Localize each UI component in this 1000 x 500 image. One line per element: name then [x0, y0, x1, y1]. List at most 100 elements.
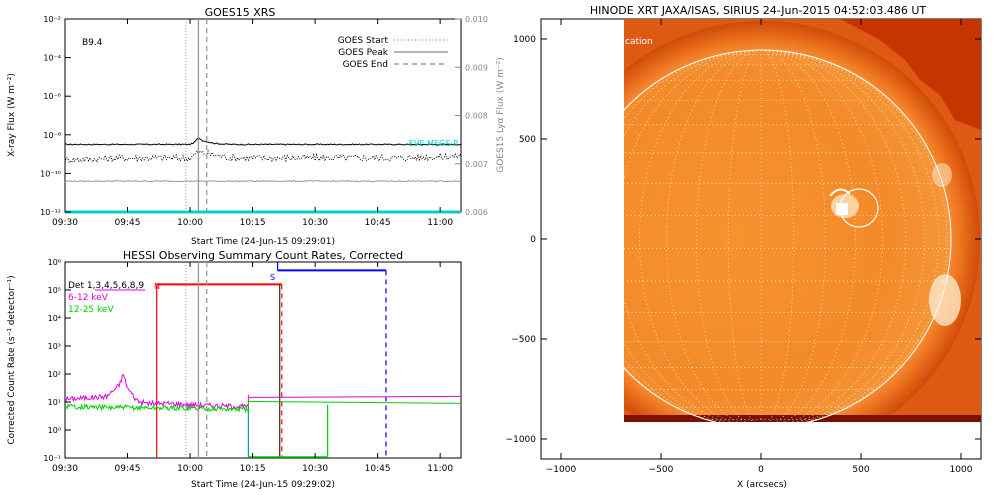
sun-y-tick-label: −1000 — [506, 435, 537, 445]
goes-y-ticks: 10⁻¹² 10⁻¹⁰ 10⁻⁸ 10⁻⁶ 10⁻⁴ 10⁻² — [40, 15, 71, 217]
hessi-legend-det: Det 1,3,4,5,6,8,9 — [68, 281, 144, 291]
hessi-x-axis-label: Start Time (24-Jun-15 09:29:02) — [191, 480, 335, 490]
goes-y2-axis-label: GOES15 Lyα Flux (W m⁻²) — [496, 57, 506, 173]
hessi-intervals — [95, 262, 387, 458]
goes-xrs-panel: GOES15 XRS 09:30 09:45 10:00 10:15 10:30 10:4… — [7, 6, 506, 247]
sun-limb — [624, 49, 952, 422]
hessi-y-tick-label: 10¹ — [48, 398, 61, 407]
sun-longitude-line — [760, 50, 856, 422]
goes-x-tick-label: 09:30 — [52, 218, 78, 228]
hessi-x-tick-label: 11:00 — [427, 464, 453, 474]
goes-flare-class: B9.4 — [82, 38, 103, 48]
goes-series — [64, 136, 462, 214]
goes-y-tick-label: 10⁻⁴ — [43, 54, 61, 63]
hessi-y-axis-label: Corrected Count Rate (s⁻¹ detector⁻¹) — [7, 275, 17, 444]
hessi-y-tick-label: 10⁴ — [48, 314, 61, 323]
sun-x-tick-label: 0 — [758, 465, 764, 475]
sun-longitude-line — [760, 50, 795, 422]
goes-y-tick-label: 10⁻¹² — [40, 208, 61, 217]
hessi-saa-marker: S — [270, 273, 275, 282]
sun-limb-brightening — [929, 274, 961, 326]
goes-legend-peak: GOES Peak — [338, 48, 388, 58]
goes-x-ticks: 09:30 09:45 10:00 10:15 10:30 10:45 11:00 — [52, 19, 453, 228]
hessi-panel: HESSI Observing Summary Count Rates, Cor… — [7, 249, 462, 490]
hessi-event-lines — [185, 262, 208, 458]
goes-series-line — [64, 179, 462, 183]
goes-y2-tick-label: 0.007 — [465, 160, 488, 169]
hessi-y-tick-label: 10⁵ — [48, 286, 61, 295]
hessi-y-tick-label: 10³ — [48, 342, 61, 351]
sun-bottom-band — [624, 415, 981, 422]
goes-x-tick-label: 10:45 — [365, 218, 391, 228]
sun-x-tick-label: 1000 — [950, 465, 973, 475]
sun-x-ticks: −1000 −500 0 500 1000 — [546, 19, 973, 475]
goes-legend-start: GOES Start — [338, 36, 389, 46]
goes-x-tick-label: 11:00 — [427, 218, 453, 228]
goes-x-axis-label: Start Time (24-Jun-15 09:29:01) — [191, 237, 335, 247]
sun-longitude-line — [666, 50, 762, 422]
sun-y-tick-label: 500 — [519, 135, 536, 145]
hessi-series-line — [64, 374, 249, 410]
hessi-legend: Det 1,3,4,5,6,8,9 6-12 keV 12-25 keV — [68, 281, 144, 315]
goes-y-tick-label: 10⁻² — [43, 15, 61, 24]
sun-corner-text: cation — [625, 37, 653, 47]
goes-x-tick-label: 09:45 — [115, 218, 141, 228]
goes-y2-tick-label: 0.010 — [465, 15, 488, 24]
sun-y-tick-label: 1000 — [513, 35, 536, 45]
goes-y2-ticks: 0.006 0.007 0.008 0.009 0.010 — [455, 15, 488, 217]
goes-x-tick-label: 10:00 — [177, 218, 203, 228]
sun-x-tick-label: −1000 — [546, 465, 577, 475]
goes-y-axis-label: X-ray Flux (W m⁻²) — [7, 73, 17, 157]
goes-annotation-eve: EVE MEGS-P — [409, 139, 458, 148]
goes-y-tick-label: 10⁻⁶ — [43, 92, 61, 101]
hessi-x-tick-label: 10:45 — [365, 464, 391, 474]
hessi-series-line — [247, 400, 462, 407]
hessi-series — [64, 374, 462, 414]
sun-title: HINODE XRT JAXA/ISAS, SIRIUS 24-Jun-2015… — [590, 4, 927, 17]
hessi-x-tick-label: 10:00 — [177, 464, 203, 474]
goes-y2-tick-label: 0.006 — [465, 208, 488, 217]
hessi-night-marker: N — [154, 282, 160, 291]
goes-legend: GOES Start GOES Peak GOES End — [338, 36, 448, 70]
goes-y-tick-label: 10⁻¹⁰ — [40, 169, 61, 178]
hessi-x-tick-label: 09:30 — [52, 464, 78, 474]
hessi-y-tick-label: 10⁻¹ — [43, 454, 61, 463]
goes-title: GOES15 XRS — [205, 6, 276, 19]
goes-y-tick-label: 10⁻⁸ — [43, 131, 61, 140]
goes-event-lines — [185, 19, 208, 212]
sun-limb-brightening-2 — [932, 163, 952, 187]
sun-x-tick-label: −500 — [649, 465, 674, 475]
sun-longitude-line — [760, 50, 926, 422]
hessi-legend-high: 12-25 keV — [68, 305, 114, 315]
hessi-legend-low: 6-12 keV — [68, 293, 109, 303]
sun-x-axis-label: X (arcsecs) — [737, 480, 787, 490]
goes-y2-tick-label: 0.008 — [465, 112, 488, 121]
sun-heliographic-grid — [624, 50, 950, 422]
hessi-x-ticks: 09:30 09:45 10:00 10:15 10:30 10:45 11:00 — [52, 262, 453, 474]
goes-legend-end: GOES End — [343, 60, 388, 70]
hessi-x-tick-label: 10:30 — [302, 464, 328, 474]
sun-active-region-core — [836, 203, 848, 215]
sun-flare-marker — [839, 188, 879, 228]
hessi-plot-frame — [64, 261, 462, 459]
hessi-series-line — [64, 403, 249, 414]
hessi-x-tick-label: 10:15 — [240, 464, 266, 474]
hessi-y-ticks: 10⁻¹ 10⁰ 10¹ 10² 10³ 10⁴ 10⁵ 10⁶ — [43, 258, 71, 463]
sun-y-tick-label: −500 — [511, 335, 536, 345]
hinode-image-panel: HINODE XRT JAXA/ISAS, SIRIUS 24-Jun-2015… — [506, 4, 982, 490]
sun-longitude-line — [624, 50, 762, 422]
hessi-title: HESSI Observing Summary Count Rates, Cor… — [123, 249, 403, 262]
sun-y-tick-label: 0 — [530, 235, 536, 245]
sun-x-tick-label: 500 — [852, 465, 869, 475]
hessi-x-tick-label: 09:45 — [115, 464, 141, 474]
sun-disk — [624, 50, 951, 422]
hessi-y-tick-label: 10² — [48, 370, 61, 379]
hessi-y-tick-label: 10⁰ — [48, 426, 61, 435]
sun-active-region — [829, 188, 859, 218]
goes-x-tick-label: 10:15 — [240, 218, 266, 228]
sun-longitude-line — [727, 50, 762, 422]
sun-image: cation — [624, 19, 981, 422]
sun-y-ticks: −1000 −500 0 500 1000 — [506, 35, 981, 445]
goes-plot-frame — [64, 18, 462, 213]
